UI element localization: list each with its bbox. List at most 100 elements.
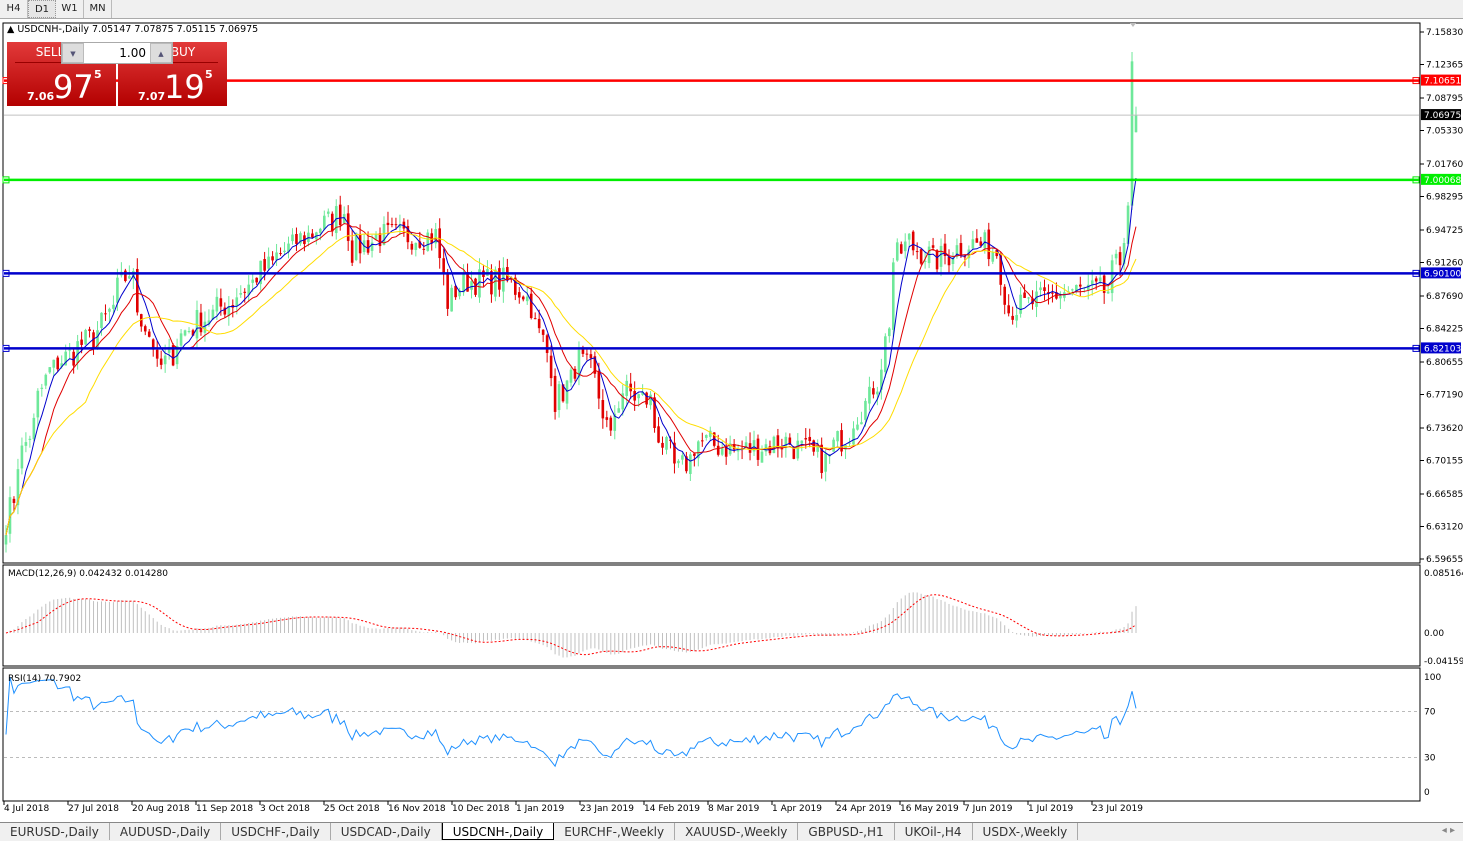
tab-usdcnh[interactable]: USDCNH-,Daily <box>441 823 555 840</box>
tab-usdx[interactable]: USDX-,Weekly <box>973 823 1079 840</box>
candle-body <box>995 249 999 257</box>
candle-body <box>247 284 251 295</box>
candle-body <box>685 456 688 472</box>
time-tick-label: 7 Jun 2019 <box>964 804 1013 814</box>
candle-body <box>633 391 636 401</box>
candle-body <box>20 445 24 469</box>
tab-scroll-arrows-icon[interactable]: ◂ ▸ <box>1441 825 1455 836</box>
tab-usdcad[interactable]: USDCAD-,Daily <box>331 823 442 840</box>
candle-body <box>649 394 652 406</box>
candle-body <box>681 455 684 460</box>
timeframe-h4[interactable]: H4 <box>0 0 28 18</box>
buy-price-sup: 5 <box>205 68 213 81</box>
timeframe-mn[interactable]: MN <box>84 0 112 18</box>
timeframe-w1[interactable]: W1 <box>56 0 84 18</box>
candle-body <box>728 443 732 455</box>
candle-body <box>108 308 111 312</box>
candle-body <box>255 277 258 283</box>
candle-body <box>880 369 883 390</box>
candle-body <box>36 390 40 418</box>
candle-body <box>406 226 410 243</box>
candle-body <box>60 363 64 367</box>
candle-body <box>1126 205 1130 244</box>
time-tick-label: 3 Oct 2018 <box>260 804 310 814</box>
buy-button[interactable]: BUY 7.07 19 5 <box>118 42 227 106</box>
candle-body <box>1110 260 1114 294</box>
price-tick-label: 7.05330 <box>1426 127 1463 137</box>
candle-body <box>693 453 696 456</box>
tab-xauusd[interactable]: XAUUSD-,Weekly <box>675 823 799 840</box>
chart-tabs: EURUSD-,Daily AUDUSD-,Daily USDCHF-,Dail… <box>0 822 1463 840</box>
candle-body <box>68 349 71 351</box>
candle-body <box>800 440 804 444</box>
lot-increase-icon[interactable]: ▲ <box>150 43 172 63</box>
candle-body <box>895 242 899 261</box>
candle-body <box>319 228 322 234</box>
candle-body <box>398 224 402 228</box>
tab-ukoil[interactable]: UKOil-,H4 <box>895 823 973 840</box>
time-tick-label: 1 Jul 2019 <box>1028 804 1073 814</box>
tab-gbpusd[interactable]: GBPUSD-,H1 <box>798 823 895 840</box>
candle-body <box>326 211 330 214</box>
candle-body <box>474 278 477 295</box>
candle-body <box>1015 314 1018 321</box>
timeframe-d1[interactable]: D1 <box>28 0 56 18</box>
candle-body <box>76 341 79 364</box>
candle-body <box>334 206 338 234</box>
macd-signal-line <box>5 594 1137 656</box>
tab-audusd[interactable]: AUDUSD-,Daily <box>110 823 222 840</box>
candle-body <box>1098 277 1102 282</box>
lot-size-input[interactable]: 1.00 <box>84 43 150 63</box>
ma-slow-line <box>5 231 1137 536</box>
candle-body <box>1027 297 1030 299</box>
candle-body <box>390 224 394 226</box>
rsi-label: RSI(14) 70.7902 <box>8 674 81 684</box>
price-tick-label: 6.77190 <box>1426 390 1463 400</box>
candle-body <box>104 313 107 315</box>
chart-shift-marker-icon <box>1130 23 1136 27</box>
candle-body <box>697 441 700 459</box>
candle-body <box>848 442 851 444</box>
buy-label: BUY <box>148 42 218 63</box>
candle-body <box>171 345 175 366</box>
candle-body <box>891 262 895 330</box>
tab-eurchf[interactable]: EURCHF-,Weekly <box>554 823 676 840</box>
time-tick-label: 16 Nov 2018 <box>388 804 446 814</box>
candle-body <box>446 273 449 309</box>
candle-body <box>537 318 541 329</box>
candle-body <box>1114 253 1118 259</box>
hline-handle <box>1412 176 1420 184</box>
candle-body <box>999 255 1003 285</box>
hline-handle <box>2 344 10 352</box>
rsi-tick-label: 70 <box>1424 708 1436 718</box>
candle-body <box>967 249 971 259</box>
candle-body <box>792 447 796 459</box>
candle-body <box>40 387 44 389</box>
current-price-tag <box>1421 109 1461 121</box>
candle-body <box>64 351 67 366</box>
candle-body <box>1011 315 1014 320</box>
candle-body <box>311 233 314 238</box>
candle-body <box>1003 286 1006 305</box>
candle-body <box>776 435 780 449</box>
candle-body <box>199 312 203 333</box>
candle-body <box>354 232 358 260</box>
candle-body <box>844 444 847 450</box>
collapse-triangle-icon[interactable]: ▲ <box>7 24 15 35</box>
time-tick-label: 1 Apr 2019 <box>772 804 822 814</box>
tab-usdchf[interactable]: USDCHF-,Daily <box>221 823 331 840</box>
candle-body <box>665 437 668 450</box>
candle-body <box>872 388 875 395</box>
candle-body <box>716 445 720 455</box>
candle-body <box>112 304 115 309</box>
tab-eurusd[interactable]: EURUSD-,Daily <box>0 823 110 840</box>
rsi-tick-label: 100 <box>1424 673 1441 683</box>
hline-price-label: 7.10651 <box>1424 77 1461 87</box>
candle-body <box>517 292 521 298</box>
chart-window[interactable]: 7.15830 7.12365 7.08795 7.05330 7.01760 6.982… <box>0 18 1463 822</box>
candle-body <box>72 351 75 366</box>
candle-body <box>1043 287 1046 291</box>
candle-body <box>450 287 453 312</box>
lot-decrease-icon[interactable]: ▼ <box>62 43 84 63</box>
chart-canvas[interactable]: 7.15830 7.12365 7.08795 7.05330 7.01760 6.982… <box>0 19 1463 823</box>
